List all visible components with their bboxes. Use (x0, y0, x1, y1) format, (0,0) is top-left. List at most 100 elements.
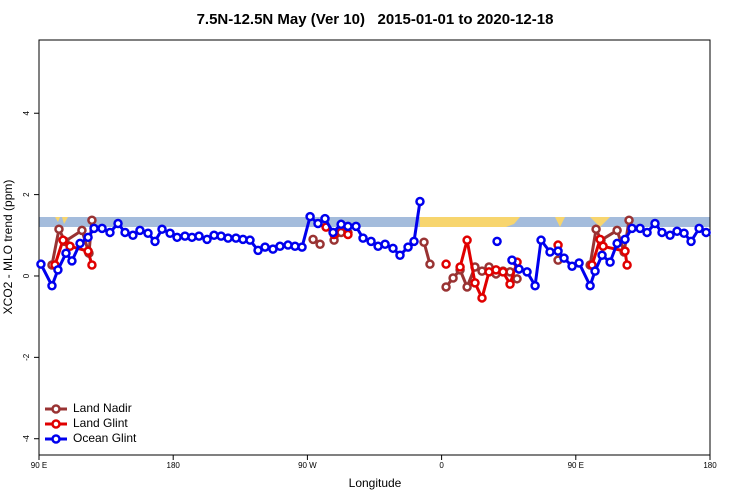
series-point (415, 196, 425, 207)
series-point (128, 230, 138, 241)
series-point (598, 241, 608, 252)
y-tick-label: -4 (22, 435, 31, 443)
series-point (366, 236, 376, 247)
series-point (624, 215, 634, 225)
series-point (297, 242, 307, 252)
series-point (559, 253, 569, 263)
series-point (620, 246, 630, 256)
series-point (597, 250, 607, 260)
series-point (328, 227, 338, 238)
x-tick-label: 180 (703, 461, 717, 470)
chart-title: 7.5N-12.5N May (Ver 10) 2015-01-01 to 20… (197, 11, 554, 28)
series-point (455, 262, 465, 272)
series-point (83, 232, 93, 243)
series-point (441, 259, 451, 269)
series-point (553, 246, 563, 256)
series-point (143, 228, 153, 239)
series-point (545, 247, 555, 257)
series-point (635, 223, 645, 234)
series-point (202, 234, 212, 245)
series-point (536, 235, 546, 245)
series-point (507, 255, 517, 265)
x-tick-label: 180 (167, 461, 181, 470)
series-point (642, 227, 652, 238)
series-point (462, 235, 472, 245)
series-point (75, 238, 85, 249)
series-point (172, 232, 182, 243)
land-patch (555, 217, 565, 227)
series-point (567, 261, 577, 271)
land-patch (590, 217, 610, 227)
series-point (105, 227, 115, 238)
series-point (58, 235, 68, 245)
series-point (308, 234, 318, 245)
series-point (351, 221, 361, 232)
series-point (514, 264, 524, 274)
series-point (150, 236, 160, 247)
series-point (498, 267, 508, 277)
legend-label: Land Nadir (73, 401, 132, 415)
series-point (313, 218, 323, 229)
series-point (409, 236, 419, 247)
series-point (462, 282, 472, 292)
series-point (591, 224, 601, 234)
series-point (315, 239, 325, 249)
series-point (620, 234, 630, 245)
legend-swatch-point (51, 419, 61, 429)
y-tick-label: -2 (22, 353, 31, 361)
series-point (320, 213, 330, 224)
y-tick-label: 4 (22, 110, 31, 115)
series-point (343, 229, 353, 240)
series-point (54, 224, 64, 234)
series-point (157, 224, 167, 234)
series-point (275, 241, 285, 252)
series-point (530, 280, 540, 291)
x-tick-label: 90 E (31, 461, 47, 470)
x-tick-label: 90 E (568, 461, 584, 470)
series-point (223, 233, 233, 243)
series-point (425, 259, 435, 269)
series-point (612, 238, 622, 249)
series-point (679, 228, 689, 239)
series-point (135, 225, 145, 236)
series-point (165, 228, 175, 239)
series-point (395, 250, 405, 260)
y-tick-label: 2 (22, 192, 31, 197)
y-tick-label: 0 (22, 273, 31, 278)
series-point (701, 227, 711, 238)
legend-swatch-point (51, 404, 61, 414)
series-point (77, 225, 87, 236)
series-point (686, 236, 696, 247)
x-axis-label: Longitude (349, 476, 402, 490)
series-point (512, 274, 522, 284)
series-point (605, 257, 615, 267)
x-tick-label: 0 (439, 461, 444, 470)
series-point (358, 233, 368, 243)
series-point (612, 225, 622, 236)
series-point (590, 266, 600, 276)
series-point (113, 218, 123, 229)
series-point (585, 280, 595, 291)
series-point (53, 265, 63, 275)
series-point (403, 242, 413, 252)
series-point (470, 278, 480, 288)
series-point (522, 267, 532, 277)
series-point (574, 258, 584, 268)
series-point (665, 230, 675, 241)
series-point (65, 241, 75, 252)
series-point (627, 223, 637, 234)
series-point (622, 260, 632, 270)
series-point (89, 223, 99, 234)
legend-label: Ocean Glint (73, 431, 137, 445)
series-point (194, 231, 204, 241)
series-point (305, 211, 315, 222)
series-point (388, 243, 398, 254)
x-tick-label: 90 W (298, 461, 317, 470)
legend-label: Land Glint (73, 416, 128, 430)
series-point (505, 279, 515, 289)
series-point (650, 218, 660, 229)
series-point (87, 215, 97, 225)
plot-frame (38, 39, 711, 456)
